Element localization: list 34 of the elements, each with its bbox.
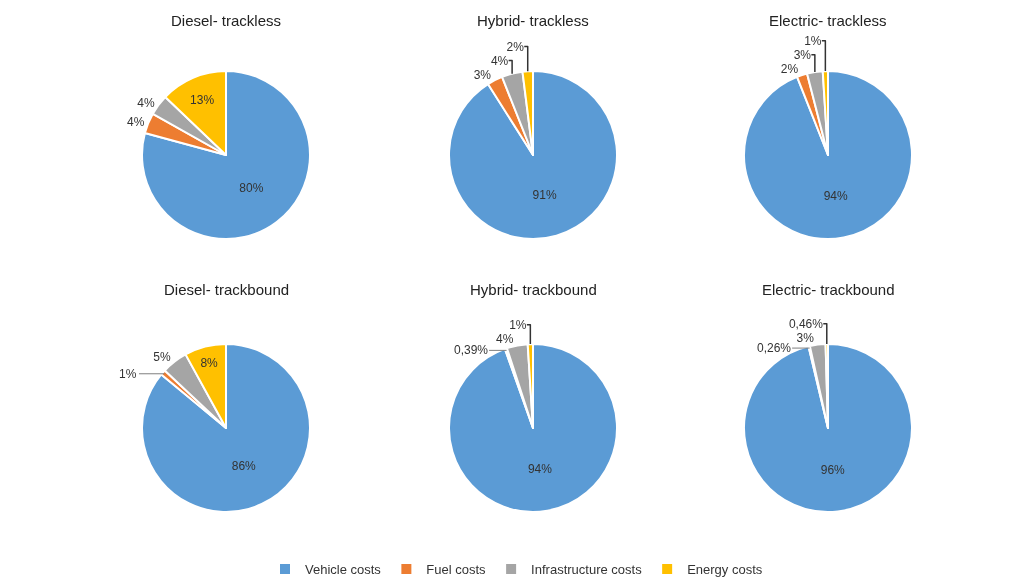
legend-label: Energy costs bbox=[687, 562, 763, 578]
data-label: 5% bbox=[153, 350, 172, 365]
legend-label: Vehicle costs bbox=[305, 562, 382, 578]
data-label: 94% bbox=[527, 462, 553, 477]
data-label: 86% bbox=[231, 459, 257, 473]
chart-title: Electric- trackless bbox=[769, 12, 887, 29]
data-label: 4% bbox=[495, 331, 514, 346]
data-label: 2% bbox=[780, 61, 799, 76]
data-label: 1% bbox=[804, 33, 822, 48]
data-label: 8% bbox=[200, 355, 219, 370]
data-label: 1% bbox=[509, 317, 527, 332]
data-label: 4% bbox=[490, 53, 509, 68]
data-label: 13% bbox=[190, 92, 215, 107]
data-label: 0,46% bbox=[788, 316, 824, 331]
data-label: 4% bbox=[137, 95, 156, 110]
chart-title: Hybrid- trackbound bbox=[470, 281, 597, 298]
data-label: 2% bbox=[506, 39, 525, 54]
data-label: 3% bbox=[793, 47, 812, 62]
data-label: 3% bbox=[796, 330, 815, 345]
legend-label: Fuel costs bbox=[426, 562, 487, 578]
data-label: 80% bbox=[239, 181, 264, 196]
data-label: 96% bbox=[820, 462, 846, 477]
data-label: 0,26% bbox=[757, 341, 792, 355]
data-label: 0,39% bbox=[454, 343, 489, 357]
chart-title: Hybrid- trackless bbox=[477, 12, 589, 29]
data-label: 4% bbox=[127, 115, 145, 130]
data-label: 94% bbox=[823, 189, 849, 204]
chart-title: Diesel- trackless bbox=[171, 12, 282, 29]
chart-title: Electric- trackbound bbox=[762, 281, 895, 298]
data-label: 1% bbox=[119, 367, 137, 381]
legend-label: Infrastructure costs bbox=[531, 562, 643, 578]
chart-title: Diesel- trackbound bbox=[164, 281, 290, 298]
data-label: 91% bbox=[532, 188, 557, 203]
data-label: 3% bbox=[473, 67, 492, 82]
